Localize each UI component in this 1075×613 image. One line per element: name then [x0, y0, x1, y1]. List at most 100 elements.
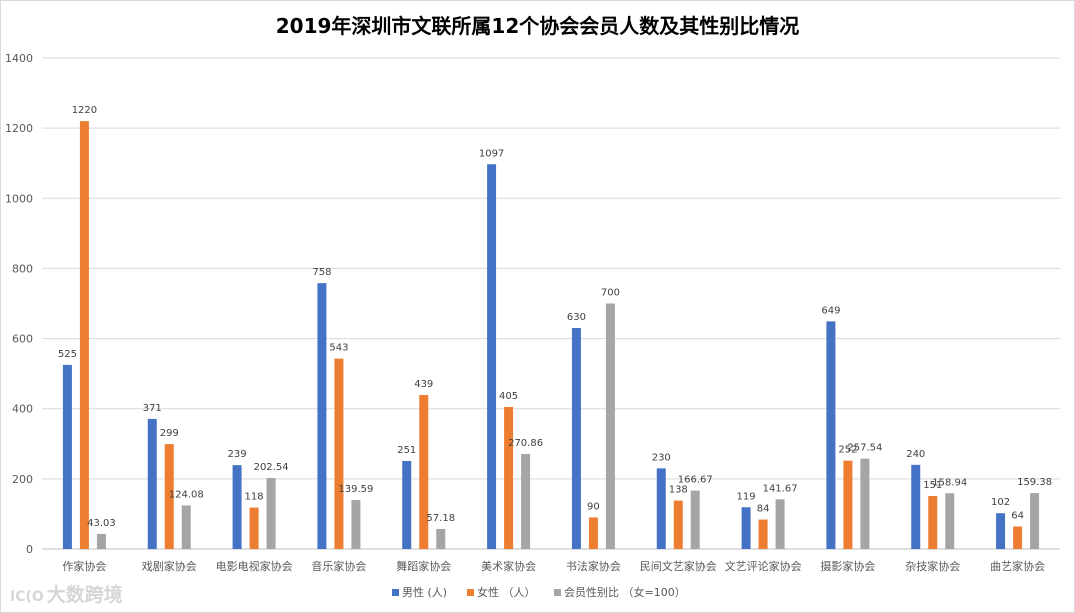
bar-female [79, 121, 89, 549]
bar-female [1013, 526, 1023, 549]
bar-female [504, 406, 514, 549]
data-label-ratio: 166.67 [678, 475, 713, 486]
y-tick-label: 0 [26, 543, 33, 556]
legend: 男性 (人) 女性 （人） 会员性别比 （女=100） [392, 585, 686, 599]
bar-female [164, 444, 174, 549]
y-axis-ticks: 0 200 400 600 800 1000 1200 1400 [5, 52, 33, 556]
bar-ratio [690, 490, 700, 549]
data-label-ratio: 159.38 [1017, 477, 1052, 488]
legend-label-male: 男性 (人) [402, 585, 447, 599]
bar-male [571, 328, 581, 549]
bar-male [402, 460, 412, 549]
x-category-label: 舞蹈家协会 [396, 559, 451, 573]
bar-female [419, 395, 429, 549]
x-category-label: 电影电视家协会 [216, 559, 293, 573]
bar-male [656, 468, 666, 549]
legend-swatch-female [467, 589, 474, 596]
bar-male [232, 465, 242, 549]
bar-ratio [605, 303, 615, 549]
bars [62, 121, 1040, 550]
bar-female [334, 358, 344, 549]
bar-male [62, 364, 72, 549]
watermark-logo: IC(O [10, 589, 44, 605]
bar-ratio [266, 477, 276, 549]
bar-male [487, 164, 497, 550]
data-label-male: 630 [567, 312, 586, 323]
data-label-female: 90 [587, 501, 600, 512]
y-tick-label: 200 [12, 473, 33, 486]
bar-male [826, 321, 836, 549]
data-label-ratio: 141.67 [763, 483, 798, 494]
bar-ratio [351, 500, 361, 549]
bar-ratio [96, 533, 106, 549]
x-category-label: 杂技家协会 [905, 559, 960, 573]
bar-ratio [521, 454, 531, 549]
data-label-female: 1220 [72, 105, 97, 116]
data-label-ratio: 124.08 [169, 489, 204, 500]
bar-ratio [945, 493, 955, 549]
chart-title: 2019年深圳市文联所属12个协会会员人数及其性别比情况 [275, 14, 800, 38]
x-category-label: 音乐家协会 [311, 559, 366, 573]
data-label-ratio: 202.54 [254, 462, 289, 473]
data-label-ratio: 270.86 [508, 438, 543, 449]
bar-female [673, 500, 683, 549]
x-category-label: 作家协会 [62, 559, 106, 573]
bar-female [928, 496, 938, 549]
bar-ratio [436, 528, 446, 549]
bar-male [911, 464, 921, 549]
x-category-label: 曲艺家协会 [990, 559, 1045, 573]
data-label-male: 230 [652, 452, 671, 463]
x-category-label: 文艺评论家协会 [725, 559, 802, 573]
data-label-male: 525 [58, 349, 77, 360]
data-label-ratio: 139.59 [338, 484, 373, 495]
y-tick-label: 1400 [5, 52, 33, 65]
bar-female [843, 460, 853, 549]
watermark-text: 大数跨境 [46, 584, 123, 606]
data-label-male: 239 [228, 449, 247, 460]
bar-female [588, 517, 598, 549]
data-label-female: 543 [329, 343, 348, 354]
bar-female [758, 519, 768, 549]
data-label-male: 102 [991, 497, 1010, 508]
y-tick-label: 400 [12, 403, 33, 416]
bar-female [249, 507, 259, 549]
data-label-male: 649 [821, 305, 840, 316]
x-category-label: 美术家协会 [481, 559, 536, 573]
x-category-label: 摄影家协会 [820, 559, 875, 573]
legend-label-ratio: 会员性别比 （女=100） [564, 585, 686, 599]
data-label-male: 371 [143, 403, 162, 414]
bar-ratio [181, 505, 191, 549]
legend-swatch-male [392, 589, 399, 596]
bar-ratio [860, 458, 870, 549]
y-tick-label: 600 [12, 333, 33, 346]
data-labels: 525 1220 43.03 371 299 124.08 239 118 202.54 758 5… [58, 105, 1052, 529]
data-label-female: 439 [414, 379, 433, 390]
bar-male [741, 507, 751, 549]
y-tick-label: 1200 [5, 122, 33, 135]
data-label-female: 151 [923, 480, 942, 491]
data-label-female: 118 [245, 492, 264, 503]
bar-ratio [775, 499, 785, 549]
data-label-ratio: 700 [601, 288, 620, 299]
y-tick-label: 1000 [5, 192, 33, 205]
x-axis-categories: 作家协会 戏剧家协会 电影电视家协会 音乐家协会 舞蹈家协会 美术家协会 书法家协会 民间文艺… [62, 559, 1045, 573]
bar-male [317, 283, 327, 549]
bar-male [147, 418, 157, 549]
data-label-ratio: 158.94 [932, 477, 967, 488]
data-label-male: 251 [397, 445, 416, 456]
x-category-label: 书法家协会 [566, 559, 621, 573]
legend-label-female: 女性 （人） [477, 585, 536, 599]
legend-swatch-ratio [554, 589, 561, 596]
y-tick-label: 800 [12, 262, 33, 275]
x-category-label: 戏剧家协会 [142, 559, 197, 573]
bar-ratio [1030, 493, 1040, 549]
data-label-female: 405 [499, 391, 518, 402]
x-category-label: 民间文艺家协会 [640, 559, 717, 573]
data-label-female: 138 [669, 485, 688, 496]
data-label-ratio: 43.03 [87, 518, 116, 529]
data-label-ratio: 257.54 [847, 443, 882, 454]
bar-male [996, 513, 1006, 549]
data-label-female: 299 [160, 428, 179, 439]
